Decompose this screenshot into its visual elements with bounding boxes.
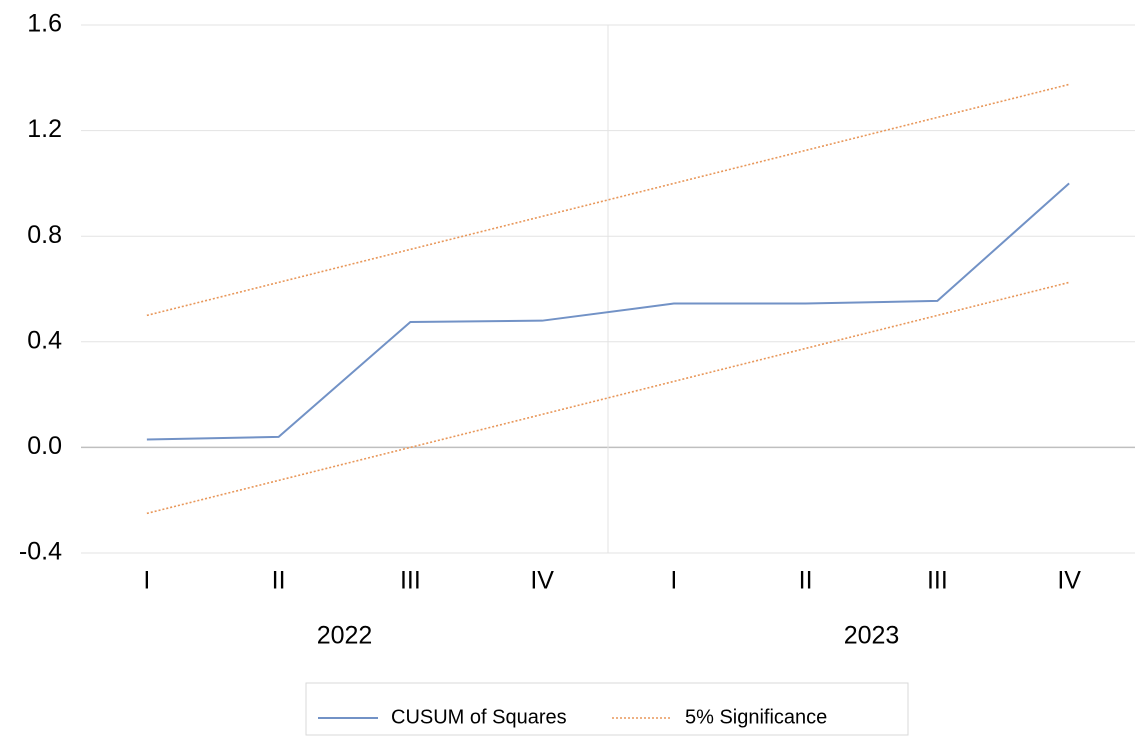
x-tick-label: IV — [530, 567, 554, 595]
y-tick-label: 0.0 — [27, 432, 62, 460]
x-tick-label: II — [799, 567, 813, 595]
group-label: 2022 — [317, 622, 373, 650]
legend-box — [305, 682, 909, 736]
legend-label: CUSUM of Squares — [391, 706, 567, 728]
series-line — [146, 182, 1070, 441]
x-tick-label: I — [670, 567, 677, 595]
y-tick-label: -0.4 — [19, 538, 62, 566]
x-tick-label: III — [400, 567, 421, 595]
x-tick-label: III — [927, 567, 948, 595]
x-tick-label: II — [272, 567, 286, 595]
series-line — [146, 83, 1070, 317]
y-tick-label: 1.6 — [27, 10, 62, 38]
x-tick-label: I — [143, 567, 150, 595]
y-tick-label: 0.8 — [27, 221, 62, 249]
group-label: 2023 — [844, 622, 900, 650]
x-tick-label: IV — [1057, 567, 1081, 595]
y-tick-label: 1.2 — [27, 115, 62, 143]
y-tick-label: 0.4 — [27, 326, 62, 354]
series-line — [146, 281, 1070, 515]
legend-label: 5% Significance — [685, 706, 827, 728]
